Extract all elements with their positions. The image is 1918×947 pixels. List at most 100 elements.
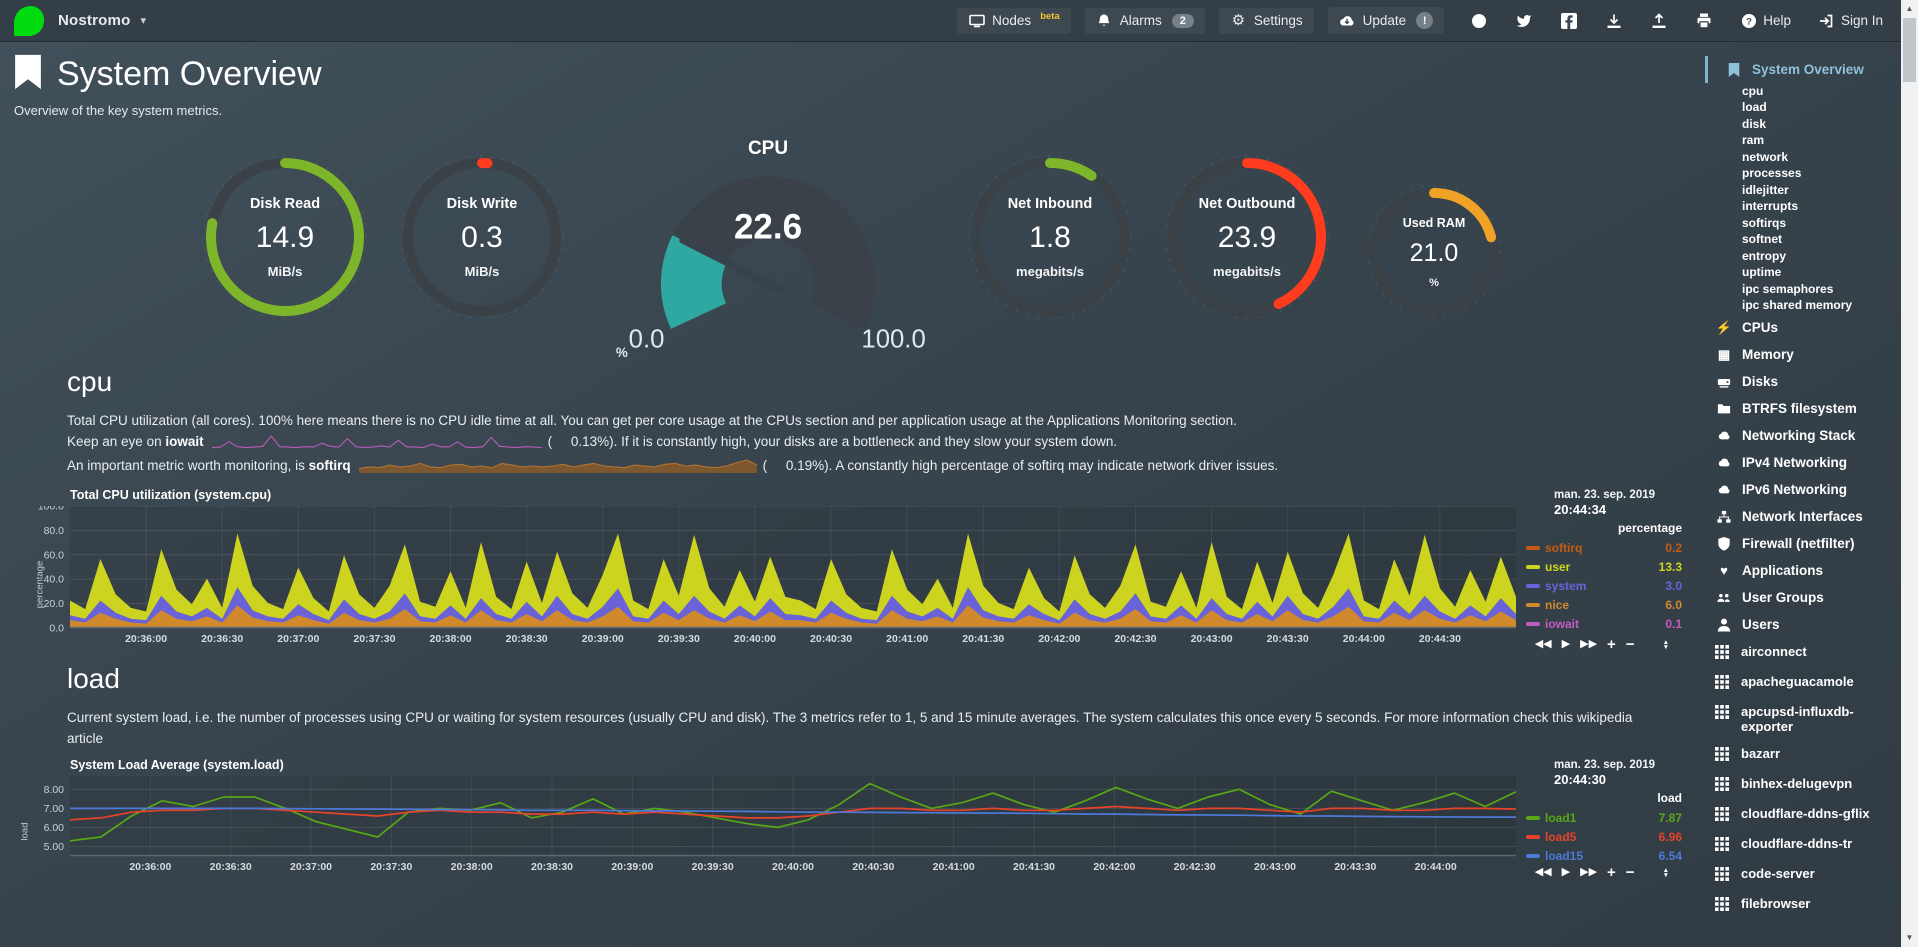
play-button[interactable]: ▶ (1561, 866, 1571, 878)
cpu-chart-svg[interactable]: 0.0 20.0 40.0 60.0 80.0 100.0 20:36:00 20:36:30… (28, 501, 1516, 648)
load-chart-svg[interactable]: 5.00 6.00 7.00 8.00 20:36:00 20:36:30 20:37:00… (28, 776, 1517, 876)
cpu-utilization-chart[interactable]: Total CPU utilization (system.cpu) percen… (28, 488, 1705, 653)
gauge-disk-write[interactable]: Disk Write 0.3 MiB/s (397, 152, 567, 322)
resize-handle[interactable]: ▲ ▼ (1663, 639, 1669, 651)
download-icon[interactable] (1605, 12, 1623, 30)
sidebar-item-apcupsd-influxdb-exporter[interactable]: apcupsd-influxdb-exporter (1715, 698, 1895, 740)
legend-row-iowait[interactable]: iowait 0.1 (1526, 614, 1686, 633)
sidebar-item-ipc-shared-memory[interactable]: ipc shared memory (1742, 298, 1853, 312)
sidebar-item-code-server[interactable]: code-server (1715, 860, 1895, 890)
chart-plot-cpu[interactable]: 0.0 20.0 40.0 60.0 80.0 100.0 20:36:00 20:36:30… (28, 489, 1705, 653)
nodes-button[interactable]: Nodes beta (957, 7, 1071, 34)
chart-controls-cpu: ◀◀ ▶ ▶▶ + − ▲ ▼ (1535, 636, 1669, 653)
gauge-net-inbound[interactable]: Net Inbound 1.8 megabits/s (965, 152, 1135, 322)
facebook-icon[interactable] (1560, 12, 1578, 30)
sidebar-item-memory[interactable]: ▦ Memory (1715, 341, 1895, 368)
sidebar-item-user-groups[interactable]: User Groups (1715, 584, 1895, 611)
zoom-out-button[interactable]: − (1625, 864, 1635, 881)
sidebar-item-firewall-netfilter-[interactable]: Firewall (netfilter) (1715, 530, 1895, 557)
sidebar-item-ipv6-networking[interactable]: IPv6 Networking (1715, 476, 1895, 503)
update-button[interactable]: Update! (1327, 7, 1445, 34)
sidebar-item-cpu[interactable]: cpu (1742, 83, 1764, 98)
legend-row-user[interactable]: user 13.3 (1526, 557, 1686, 576)
upload-icon[interactable] (1650, 12, 1668, 30)
sidebar-item-bazarr[interactable]: bazarr (1715, 740, 1895, 770)
scrollbar-down-icon[interactable]: ▼ (1905, 932, 1914, 942)
sign-in-button[interactable]: Sign In (1818, 13, 1883, 29)
zoom-in-button[interactable]: + (1607, 636, 1616, 653)
legend-row-system[interactable]: system 3.0 (1526, 576, 1686, 595)
load-average-chart[interactable]: System Load Average (system.load) load 5.0… (19, 758, 1705, 881)
disk-read-labels: Disk Read 14.9 MiB/s (200, 152, 370, 322)
sidebar-item-cloudflare-ddns-gflix[interactable]: cloudflare-ddns-gflix (1715, 800, 1895, 830)
sidebar-item-system-overview[interactable]: System Overview (1705, 56, 1895, 83)
sidebar-item-cloudflare-ddns-tr[interactable]: cloudflare-ddns-tr (1715, 830, 1895, 860)
sidebar-item-network[interactable]: network (1742, 149, 1789, 164)
scrollbar-thumb[interactable] (1903, 18, 1916, 82)
pan-backward-button[interactable]: ◀◀ (1534, 638, 1552, 650)
sidebar-item-softirqs[interactable]: softirqs (1742, 215, 1787, 230)
sidebar-item-load[interactable]: load (1742, 100, 1767, 114)
gauge-net-outbound[interactable]: Net Outbound 23.9 megabits/s (1162, 152, 1332, 322)
legend-name-iowait: iowait (1545, 616, 1580, 631)
github-icon[interactable] (1470, 12, 1488, 30)
svg-text:20:42:30: 20:42:30 (1114, 633, 1156, 645)
sidebar-item-interrupts[interactable]: interrupts (1742, 199, 1799, 213)
twitter-icon[interactable] (1515, 12, 1533, 30)
legend-row-softirq[interactable]: softirq 0.2 (1526, 538, 1686, 557)
sidebar-item-ipc-semaphores[interactable]: ipc semaphores (1742, 281, 1834, 296)
sidebar-item-softnet[interactable]: softnet (1742, 232, 1782, 246)
sidebar-item-airconnect[interactable]: airconnect (1715, 638, 1895, 668)
legend-row-load5[interactable]: load5 6.96 (1526, 827, 1686, 846)
gauge-cpu[interactable]: CPU 22.6 0.0 100.0% (593, 138, 943, 363)
help-button[interactable]: ? Help (1740, 13, 1791, 29)
user-icon (1715, 618, 1733, 632)
sidebar-item-networking-stack[interactable]: Networking Stack (1715, 422, 1895, 449)
sidebar-item-ram[interactable]: ram (1742, 133, 1765, 147)
legend-row-load1[interactable]: load1 7.87 (1526, 808, 1686, 827)
sidebar-item-uptime[interactable]: uptime (1742, 265, 1782, 279)
sidebar-item-entropy[interactable]: entropy (1742, 248, 1787, 263)
chart-plot-load[interactable]: 5.00 6.00 7.00 8.00 20:36:00 20:36:30 20:37:00… (28, 759, 1705, 881)
sidebar-item-processes[interactable]: processes (1742, 166, 1802, 180)
sidebar-item-disks[interactable]: Disks (1715, 368, 1895, 395)
grid-icon (1715, 897, 1731, 914)
sidebar-item-cpus[interactable]: ⚡ CPUs (1715, 314, 1895, 341)
node-selector[interactable]: Nostromo ▾ (14, 5, 146, 36)
sidebar-label-cpus: CPUs (1742, 320, 1779, 335)
print-icon[interactable] (1695, 12, 1713, 30)
zoom-out-button[interactable]: − (1625, 636, 1635, 653)
pan-forward-button[interactable]: ▶▶ (1580, 866, 1598, 878)
pan-backward-button[interactable]: ◀◀ (1534, 866, 1552, 878)
wikipedia-link[interactable]: wikipedia article (67, 710, 1633, 746)
monitor-icon (968, 13, 985, 29)
sidebar-item-users[interactable]: Users (1715, 611, 1895, 638)
gauge-disk-read[interactable]: Disk Read 14.9 MiB/s (200, 152, 370, 322)
legend-row-load15[interactable]: load15 6.54 (1526, 846, 1686, 865)
legend-row-nice[interactable]: nice 6.0 (1526, 595, 1686, 614)
play-button[interactable]: ▶ (1561, 638, 1571, 650)
sidebar-item-binhex-delugevpn[interactable]: binhex-delugevpn (1715, 770, 1895, 800)
sidebar-item-apacheguacamole[interactable]: apacheguacamole (1715, 668, 1895, 698)
scrollbar-up-icon[interactable]: ▲ (1905, 3, 1914, 13)
gauge-used-ram[interactable]: Used RAM 21.0% (1364, 182, 1504, 322)
page-scrollbar[interactable]: ▲ ▼ (1901, 0, 1918, 947)
sidebar-item-network-interfaces[interactable]: Network Interfaces (1715, 503, 1895, 530)
zoom-in-button[interactable]: + (1607, 864, 1616, 881)
sidebar-item-filebrowser[interactable]: filebrowser (1715, 890, 1895, 920)
sidebar-item-ipv4-networking[interactable]: IPv4 Networking (1715, 449, 1895, 476)
alarms-label: Alarms (1119, 13, 1162, 28)
sidebar-item-idlejitter[interactable]: idlejitter (1742, 182, 1789, 197)
pan-forward-button[interactable]: ▶▶ (1580, 638, 1598, 650)
sidebar-item-btrfs-filesystem[interactable]: BTRFS filesystem (1715, 395, 1895, 422)
alarms-button[interactable]: Alarms 2 (1084, 7, 1205, 34)
svg-text:20:37:30: 20:37:30 (370, 861, 412, 873)
resize-handle[interactable]: ▲ ▼ (1663, 867, 1669, 879)
settings-button[interactable]: ⚙ Settings (1218, 7, 1314, 34)
sidebar-item-applications[interactable]: ♥ Applications (1715, 557, 1895, 584)
users-icon (1715, 591, 1733, 605)
svg-text:60.0: 60.0 (44, 549, 65, 561)
nodes-badge: beta (1040, 11, 1060, 22)
sidebar-item-disk[interactable]: disk (1742, 116, 1767, 131)
